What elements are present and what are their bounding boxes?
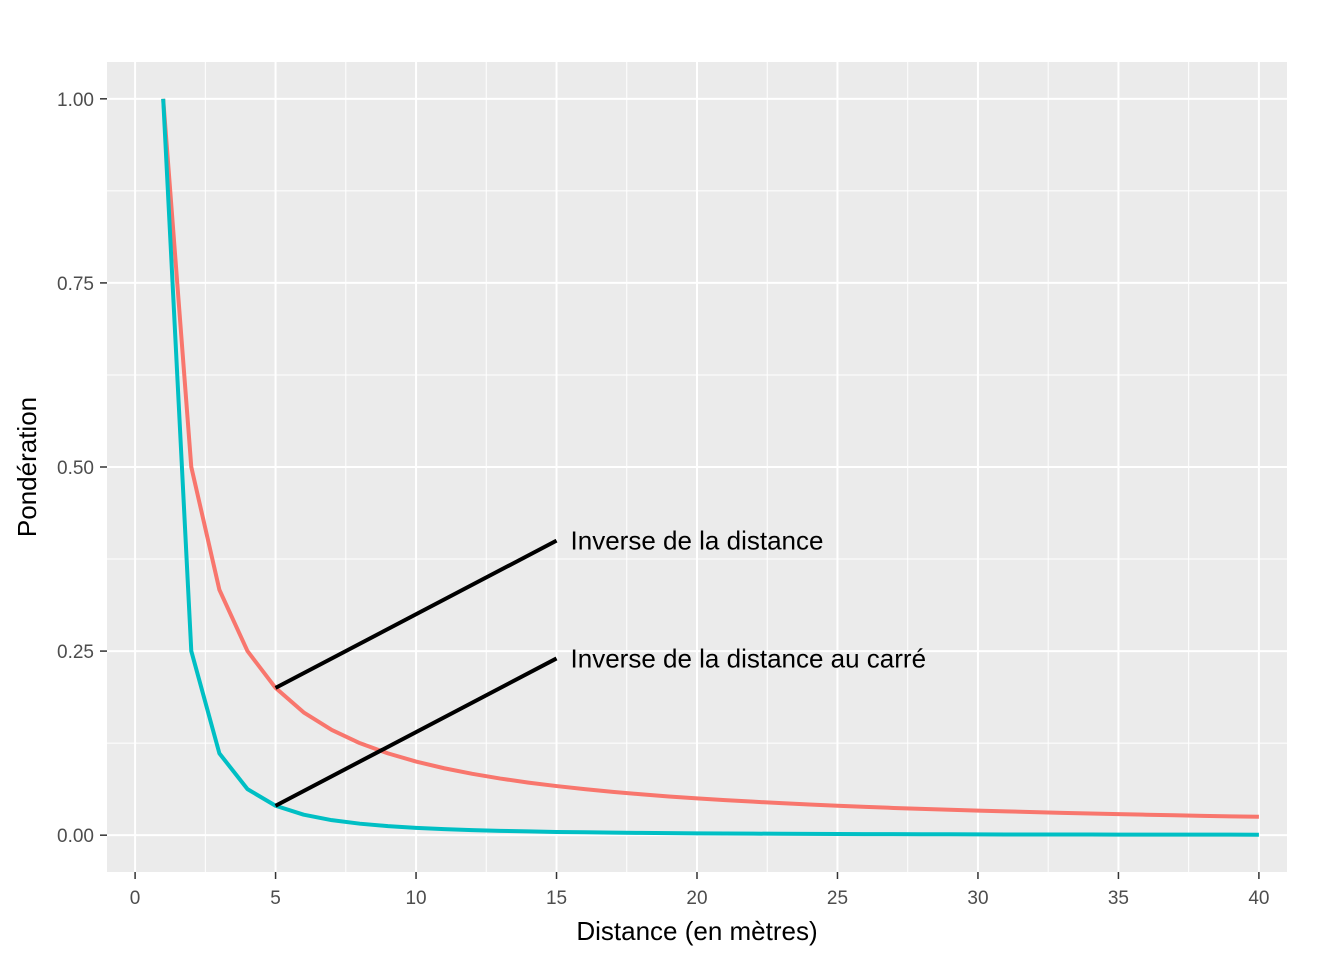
series-line-2: [161, 98, 1259, 837]
annotation-label-2: Inverse de la distance au carré: [571, 643, 927, 673]
y-tick-label: 0.75: [57, 274, 94, 295]
y-axis: 0.00 0.25 0.50 0.75 1.00: [57, 90, 107, 847]
x-tick-label: 30: [967, 888, 988, 909]
annotation-layer: Inverse de la distance Inverse de la dist…: [274, 526, 927, 808]
annotation-label-1: Inverse de la distance: [571, 526, 824, 556]
x-axis-title: Distance (en mètres): [576, 916, 817, 946]
x-tick-label: 25: [827, 888, 848, 909]
x-tick-label: 15: [546, 888, 567, 909]
x-tick-label: 5: [270, 888, 281, 909]
y-tick-label: 0.00: [57, 826, 94, 847]
y-axis-title: Pondération: [12, 397, 42, 537]
x-tick-label: 20: [686, 888, 707, 909]
annotation-line-1: [274, 538, 558, 690]
series-layer: [161, 98, 1259, 837]
x-tick-label: 0: [130, 888, 141, 909]
x-axis: 0 5 10 15 20 25 30 35 40: [130, 872, 1269, 909]
x-tick-label: 35: [1108, 888, 1129, 909]
y-tick-label: 0.25: [57, 642, 94, 663]
y-tick-label: 1.00: [57, 90, 94, 111]
x-tick-label: 10: [405, 888, 426, 909]
annotation-line-2: [274, 656, 558, 808]
series-line-1: [161, 98, 1259, 819]
x-tick-label: 40: [1248, 888, 1269, 909]
y-tick-label: 0.50: [57, 458, 94, 479]
